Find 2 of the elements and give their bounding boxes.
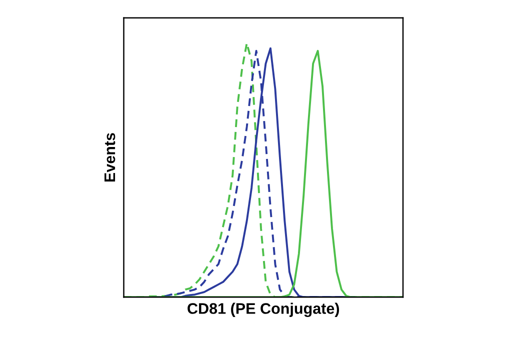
y-axis-title: Events (104, 133, 116, 182)
x-axis-title: CD81 (PE Conjugate) (188, 302, 340, 318)
